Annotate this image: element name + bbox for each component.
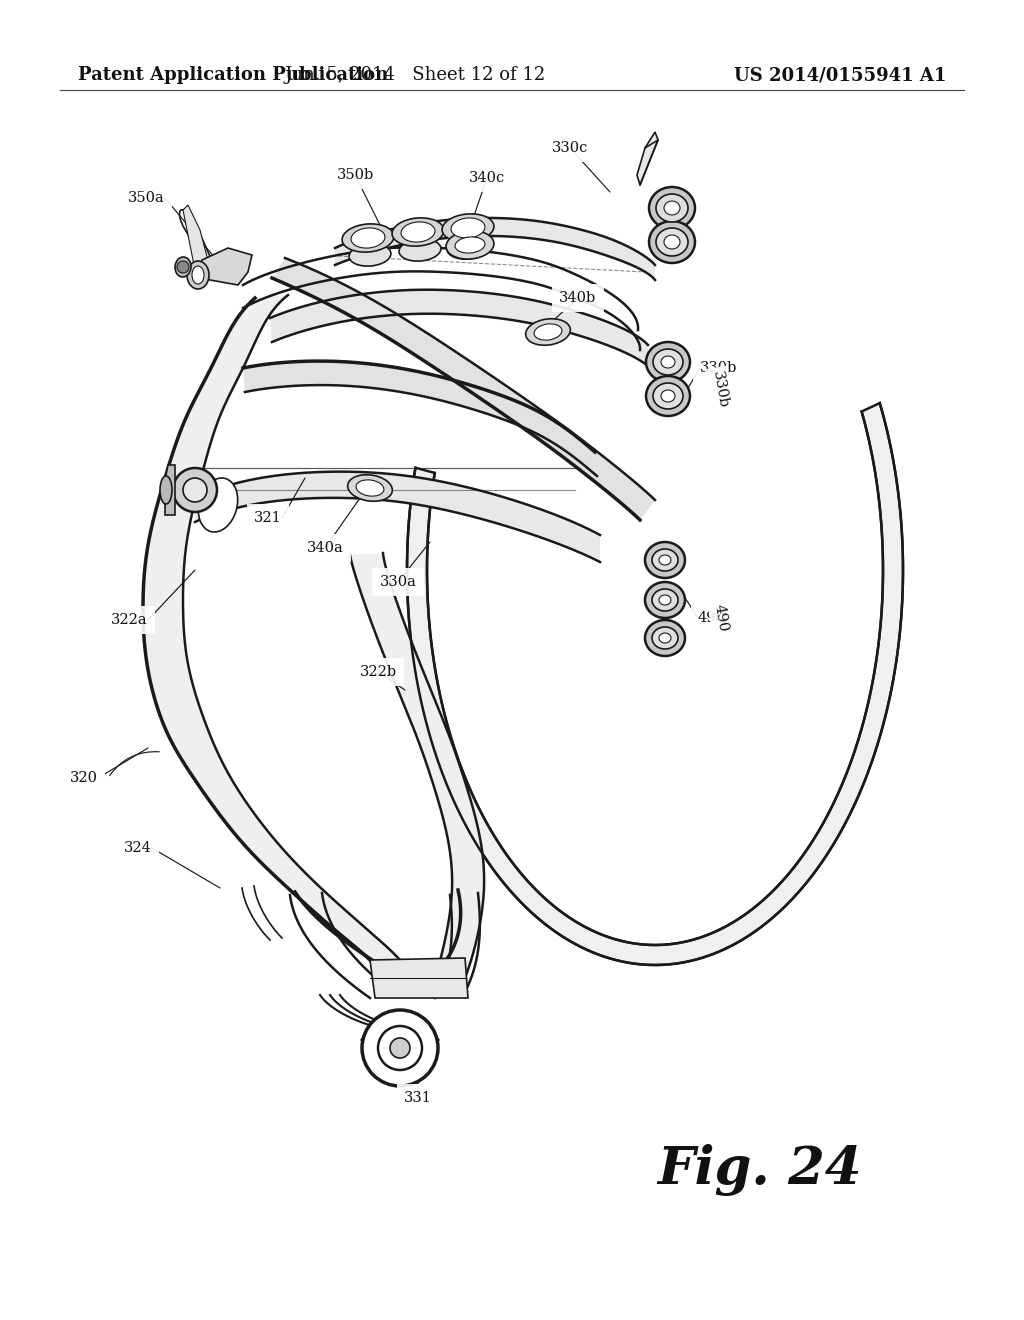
Ellipse shape bbox=[193, 267, 204, 284]
Polygon shape bbox=[407, 403, 903, 965]
Text: 330c: 330c bbox=[552, 141, 588, 154]
Ellipse shape bbox=[342, 224, 394, 252]
Text: Fig. 24: Fig. 24 bbox=[657, 1144, 862, 1196]
Polygon shape bbox=[350, 553, 484, 979]
Ellipse shape bbox=[659, 595, 671, 605]
Text: 340c: 340c bbox=[469, 172, 505, 185]
Ellipse shape bbox=[160, 477, 172, 504]
Ellipse shape bbox=[662, 356, 675, 368]
Text: 320: 320 bbox=[70, 771, 98, 785]
Polygon shape bbox=[165, 465, 175, 515]
Text: 340b: 340b bbox=[559, 290, 597, 305]
Polygon shape bbox=[335, 218, 655, 280]
Circle shape bbox=[173, 469, 217, 512]
Ellipse shape bbox=[351, 228, 385, 248]
Text: Patent Application Publication: Patent Application Publication bbox=[78, 66, 388, 84]
Text: 320: 320 bbox=[70, 771, 98, 785]
Ellipse shape bbox=[175, 257, 191, 277]
Ellipse shape bbox=[455, 236, 485, 253]
Ellipse shape bbox=[664, 201, 680, 215]
Text: 322a: 322a bbox=[112, 612, 148, 627]
Polygon shape bbox=[637, 132, 658, 185]
Ellipse shape bbox=[446, 231, 494, 259]
Ellipse shape bbox=[653, 383, 683, 409]
Polygon shape bbox=[195, 471, 600, 562]
Ellipse shape bbox=[401, 222, 435, 242]
Circle shape bbox=[183, 478, 207, 502]
Text: US 2014/0155941 A1: US 2014/0155941 A1 bbox=[733, 66, 946, 84]
Ellipse shape bbox=[349, 244, 391, 267]
Ellipse shape bbox=[664, 235, 680, 249]
Ellipse shape bbox=[649, 187, 695, 228]
Polygon shape bbox=[272, 257, 655, 520]
Polygon shape bbox=[270, 289, 650, 368]
Ellipse shape bbox=[525, 318, 570, 346]
Ellipse shape bbox=[356, 480, 384, 496]
Ellipse shape bbox=[535, 323, 562, 341]
Ellipse shape bbox=[656, 194, 688, 222]
Circle shape bbox=[378, 1026, 422, 1071]
Text: 330b: 330b bbox=[700, 360, 737, 375]
Polygon shape bbox=[143, 294, 415, 985]
Ellipse shape bbox=[653, 348, 683, 375]
Text: 321: 321 bbox=[254, 511, 282, 525]
Ellipse shape bbox=[662, 389, 675, 403]
Ellipse shape bbox=[652, 627, 678, 649]
Text: 350b: 350b bbox=[336, 168, 374, 182]
Ellipse shape bbox=[451, 218, 485, 238]
Ellipse shape bbox=[659, 634, 671, 643]
Ellipse shape bbox=[645, 543, 685, 578]
Circle shape bbox=[362, 1010, 438, 1086]
Ellipse shape bbox=[187, 261, 209, 289]
Text: 490: 490 bbox=[698, 611, 726, 624]
Ellipse shape bbox=[392, 218, 444, 246]
Text: 330a: 330a bbox=[380, 576, 417, 589]
Ellipse shape bbox=[656, 228, 688, 256]
Text: 350a: 350a bbox=[128, 191, 165, 205]
Ellipse shape bbox=[646, 376, 690, 416]
Text: 331: 331 bbox=[404, 1092, 432, 1105]
Ellipse shape bbox=[645, 620, 685, 656]
Text: 322b: 322b bbox=[359, 665, 396, 678]
Ellipse shape bbox=[646, 342, 690, 381]
Polygon shape bbox=[195, 248, 252, 285]
Text: 490: 490 bbox=[712, 603, 731, 634]
Ellipse shape bbox=[447, 236, 488, 259]
Polygon shape bbox=[183, 205, 210, 271]
Text: Jun. 5, 2014   Sheet 12 of 12: Jun. 5, 2014 Sheet 12 of 12 bbox=[285, 66, 546, 84]
Text: 340a: 340a bbox=[306, 541, 343, 554]
Ellipse shape bbox=[645, 582, 685, 618]
Polygon shape bbox=[243, 362, 597, 477]
Ellipse shape bbox=[649, 220, 695, 263]
Ellipse shape bbox=[652, 549, 678, 572]
Polygon shape bbox=[370, 958, 468, 998]
Ellipse shape bbox=[659, 554, 671, 565]
Circle shape bbox=[390, 1038, 410, 1059]
Ellipse shape bbox=[347, 475, 392, 502]
Text: 330b: 330b bbox=[710, 371, 730, 409]
Circle shape bbox=[177, 261, 189, 273]
Ellipse shape bbox=[199, 478, 238, 532]
Ellipse shape bbox=[399, 239, 441, 261]
Ellipse shape bbox=[652, 589, 678, 611]
Ellipse shape bbox=[442, 214, 494, 242]
Text: 324: 324 bbox=[124, 841, 152, 855]
